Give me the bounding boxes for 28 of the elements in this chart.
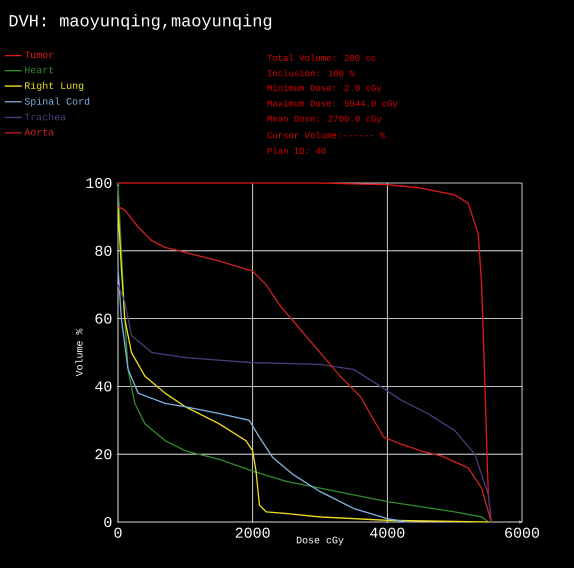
- y-tick-label: 0: [104, 516, 112, 528]
- y-tick-label: 80: [95, 246, 112, 256]
- x-tick-label: 0: [114, 528, 122, 538]
- y-axis-title: Volume %: [75, 328, 83, 376]
- chart-title: DVH: maoyunqing,maoyunqing: [10, 14, 272, 30]
- line-series: [117, 267, 408, 523]
- line-series: [117, 284, 492, 523]
- x-tick-label: 2000: [236, 528, 270, 538]
- y-tick-label: 40: [95, 381, 112, 392]
- text: Inclusion: 100 %: [268, 70, 355, 76]
- y-tick-label: 60: [95, 314, 112, 324]
- x-axis-title: Dose cGy: [296, 536, 344, 546]
- x-tick-label: 6000: [505, 528, 540, 538]
- text: Cursor Volume:------ %: [267, 132, 386, 138]
- y-tick-label: 20: [95, 449, 112, 460]
- legend-label: Trachea: [24, 113, 66, 120]
- text: Mean Dose: 2700.0 cGy: [268, 116, 382, 124]
- text: Maximum Dose: 5544.0 cGy: [268, 100, 398, 108]
- y-tick-label: 100: [86, 178, 112, 188]
- legend-label: Spinal Cord: [24, 97, 90, 107]
- legend-label: Right Lung: [25, 82, 84, 91]
- legend-label: Tumor: [24, 52, 54, 58]
- text: Minimum Dose: 2.0 cGy: [268, 84, 382, 93]
- text: Plan ID: 40: [268, 147, 326, 154]
- text: Total Volume: 280 cc: [267, 54, 376, 61]
- legend-label: Heart: [25, 66, 54, 74]
- x-tick-label: 4000: [370, 528, 404, 538]
- legend-label: Aorta: [24, 128, 54, 136]
